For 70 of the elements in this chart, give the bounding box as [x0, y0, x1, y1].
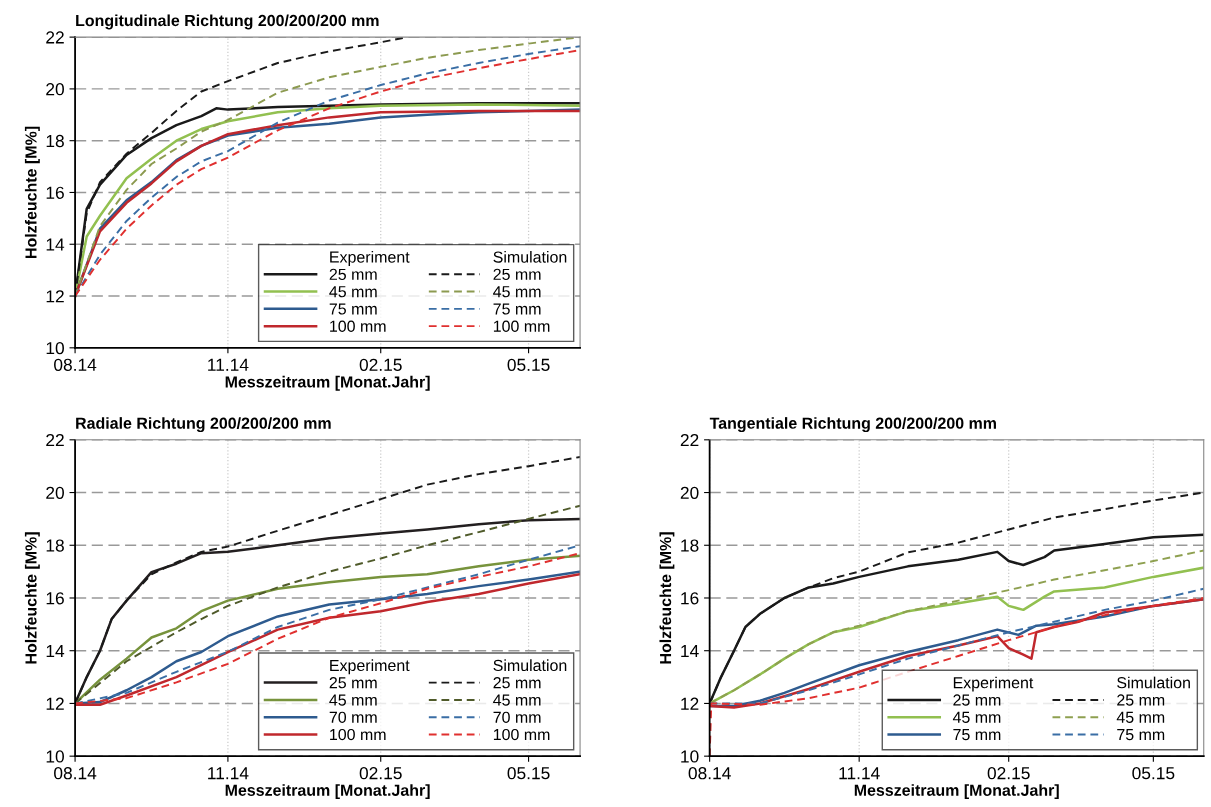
legend-label: 25 mm — [493, 677, 541, 689]
legend-label: 25 mm — [953, 694, 1001, 706]
legend-label: 100 mm — [330, 728, 386, 741]
y-tick-label: 18 — [46, 539, 64, 552]
legend-label: 25 mm — [1117, 694, 1165, 706]
legend-label: 25 mm — [329, 677, 377, 689]
y-tick-label: 18 — [681, 539, 699, 552]
legend-label: 45 mm — [329, 694, 377, 706]
y-tick-label: 10 — [46, 341, 64, 355]
x-tick-label: 08.14 — [54, 767, 97, 780]
legend-label: 45 mm — [493, 286, 541, 298]
y-tick-label: 16 — [46, 592, 64, 605]
y-tick-label: 16 — [681, 592, 699, 605]
x-tick-label: 02.15 — [359, 358, 402, 371]
y-axis-title: Holzfeuchte [M%] — [659, 532, 675, 664]
x-tick-label: 11.14 — [839, 767, 880, 780]
y-axis-title: Holzfeuchte [M%] — [24, 532, 40, 664]
legend-label: 100 mm — [493, 320, 550, 332]
y-axis-title: Holzfeuchte [M%] — [24, 126, 40, 258]
x-tick-label: 08.14 — [688, 767, 731, 780]
y-tick-label: 14 — [46, 645, 65, 657]
x-tick-label: 02.15 — [987, 767, 1030, 780]
y-tick-label: 22 — [680, 433, 699, 447]
x-tick-label: 05.15 — [507, 767, 550, 780]
annotation: Experiment — [953, 676, 1034, 692]
x-axis-title: Messzeitraum [Monat.Jahr] — [225, 375, 430, 391]
legend-label: 25 mm — [493, 268, 541, 281]
y-tick-label: 20 — [46, 486, 64, 499]
legend-label: 70 mm — [329, 711, 377, 723]
x-tick-label: 05.15 — [507, 358, 550, 371]
y-tick-label: 22 — [46, 433, 64, 447]
legend-label: 70 mm — [493, 711, 541, 723]
legend-label: 75 mm — [1117, 729, 1165, 741]
legend-label: 45 mm — [952, 711, 1001, 723]
x-axis-title: Messzeitraum [Monat.Jahr] — [854, 784, 1059, 800]
y-tick-label: 12 — [681, 697, 699, 710]
y-tick-label: 20 — [680, 486, 699, 499]
x-axis-title: Messzeitraum [Monat.Jahr] — [225, 784, 430, 800]
y-tick-label: 10 — [681, 750, 699, 763]
legend-label: 25 mm — [329, 268, 377, 281]
legend-label: 45 mm — [329, 286, 377, 298]
annotation: Simulation — [493, 251, 567, 263]
x-tick-label: 11.14 — [208, 767, 249, 780]
legend-label: 45 mm — [1116, 711, 1165, 723]
annotation: Simulation — [493, 659, 567, 672]
legend-label: 75 mm — [953, 729, 1001, 741]
legend-label: 100 mm — [493, 728, 550, 741]
legend-label: 100 mm — [330, 320, 386, 332]
chart-title: Tangentiale Richtung 200/200/200 mm — [709, 417, 996, 433]
y-tick-label: 12 — [46, 697, 64, 710]
y-tick-label: 10 — [46, 750, 64, 763]
y-tick-label: 14 — [46, 238, 65, 251]
chart-title: Radiale Richtung 200/200/200 mm — [76, 417, 331, 433]
legend-label: 45 mm — [493, 694, 541, 706]
annotation: Experiment — [330, 251, 410, 266]
legend-label: 75 mm — [493, 303, 541, 315]
y-tick-label: 12 — [46, 290, 64, 303]
annotation: Experiment — [330, 659, 410, 675]
y-tick-label: 18 — [46, 134, 64, 148]
chart-title: Longitudinale Richtung 200/200/200 mm — [76, 14, 379, 30]
x-tick-label: 05.15 — [1132, 767, 1175, 780]
y-tick-label: 16 — [46, 186, 64, 199]
y-tick-label: 20 — [46, 83, 64, 96]
legend-label: 75 mm — [329, 303, 377, 315]
annotation: Simulation — [1117, 676, 1190, 689]
y-tick-label: 22 — [46, 31, 64, 44]
x-tick-label: 08.14 — [54, 358, 97, 371]
x-tick-label: 02.15 — [359, 767, 402, 780]
y-tick-label: 14 — [681, 645, 699, 657]
x-tick-label: 11.14 — [208, 358, 249, 371]
